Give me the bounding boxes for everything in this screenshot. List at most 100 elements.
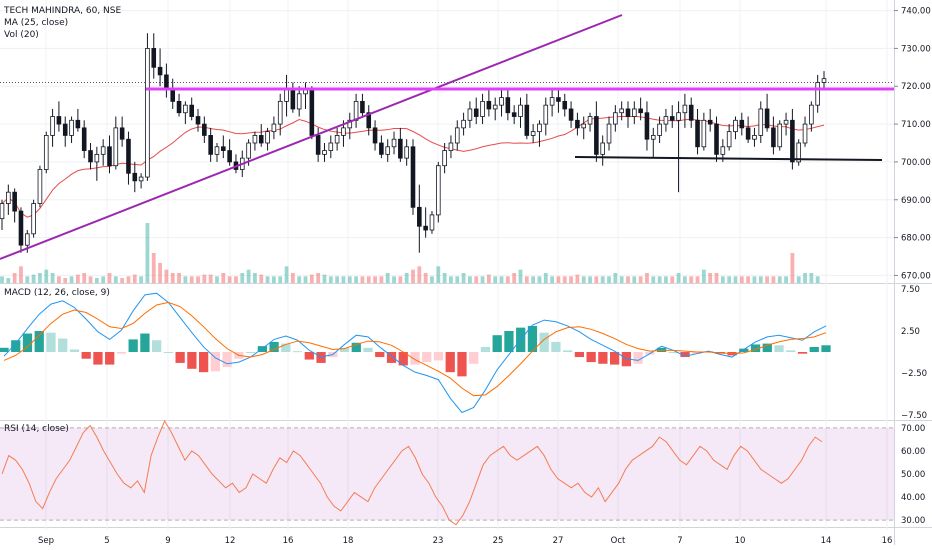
candle-body	[549, 97, 555, 106]
volume-bar	[468, 276, 472, 283]
candle-body	[119, 127, 125, 140]
volume-bar	[461, 273, 466, 283]
candle-body	[107, 146, 112, 167]
volume-bar	[88, 276, 93, 283]
volume-bar	[385, 273, 390, 283]
volume-bar	[215, 276, 219, 283]
chart-title: TECH MAHINDRA, 60, NSE	[3, 6, 121, 16]
volume-bar	[6, 278, 11, 283]
macd-histogram-bar	[527, 325, 538, 352]
candle-body	[252, 135, 258, 144]
volume-bar	[771, 276, 776, 283]
volume-bar	[392, 276, 396, 283]
volume-bar	[714, 273, 719, 283]
candle-body	[303, 89, 308, 95]
volume-bar	[309, 274, 314, 283]
price-tick-label: 720.00	[901, 82, 931, 92]
candle-body	[62, 123, 68, 136]
candle-body	[429, 214, 435, 231]
volume-bar	[543, 273, 548, 283]
macd-histogram-bar	[680, 352, 690, 358]
volume-bar	[613, 273, 618, 283]
macd-histogram-bar	[797, 352, 808, 354]
candle-body	[777, 123, 783, 148]
candle-body	[575, 119, 580, 129]
volume-bar	[474, 276, 479, 283]
volume-bar	[404, 273, 409, 283]
candle-body	[176, 100, 182, 114]
volume-bar	[398, 276, 403, 283]
candle-body	[600, 142, 605, 155]
volume-bar	[278, 276, 283, 283]
x-tick-label: 27	[553, 536, 564, 546]
volume-bar	[569, 276, 573, 283]
volume-bar	[423, 273, 428, 283]
candle-body	[113, 127, 119, 167]
macd-histogram-bar	[786, 350, 796, 352]
candle-body	[277, 100, 283, 125]
volume-bar	[708, 273, 713, 283]
volume-bar	[158, 263, 162, 283]
volume-bar	[303, 276, 308, 283]
candle-body	[151, 48, 157, 68]
macd-histogram-bar	[269, 341, 279, 352]
candle-body	[6, 191, 11, 204]
volume-bar	[227, 276, 232, 283]
candle-body	[745, 127, 751, 140]
volume-bar	[297, 276, 302, 283]
candle-body	[815, 82, 820, 106]
volume-bar	[284, 266, 289, 283]
macd-histogram-bar	[445, 352, 455, 373]
macd-line	[3, 292, 827, 414]
volume-bar	[733, 276, 738, 283]
macd-histogram-bar	[480, 346, 491, 352]
macd-histogram-bar	[281, 343, 291, 352]
volume-bar	[341, 276, 346, 283]
candle-body	[126, 138, 131, 174]
trendline-drawings	[0, 14, 894, 260]
candle-body	[473, 108, 479, 117]
volume-bar	[259, 274, 264, 283]
candle-body	[31, 203, 36, 235]
rsi-tick-label: 60.00	[901, 447, 925, 457]
volume-bar	[366, 276, 371, 283]
volume-bar	[208, 274, 213, 283]
macd-tick-label: −2.50	[901, 369, 927, 379]
macd-histogram-bar	[739, 348, 749, 352]
candle-body	[442, 150, 447, 167]
volume-bar	[632, 276, 637, 283]
volume-bar	[126, 276, 131, 283]
candle-body	[366, 112, 372, 129]
volume-bar	[524, 276, 529, 283]
volume-bar	[499, 276, 504, 283]
macd-histogram-bar	[821, 345, 831, 352]
volume-bar	[347, 276, 352, 283]
macd-panel	[0, 292, 831, 414]
candle-body	[24, 233, 30, 246]
candle-body	[688, 104, 694, 121]
volume-bar	[600, 276, 605, 283]
volume-bar	[75, 274, 80, 283]
candle-body	[682, 104, 688, 114]
volume-bar	[196, 276, 200, 283]
candle-body	[100, 146, 106, 155]
volume-bar	[265, 276, 270, 283]
volume-bar	[480, 276, 485, 283]
volume-bar	[373, 276, 377, 283]
volume-bar	[531, 276, 536, 283]
candle-body	[695, 119, 700, 148]
volume-bar	[57, 276, 61, 283]
candle-body	[676, 112, 681, 121]
candle-body	[189, 104, 194, 117]
volume-bar	[189, 276, 194, 283]
volume-bar	[101, 276, 106, 283]
candle-body	[771, 127, 776, 148]
volume-bar	[202, 274, 207, 283]
candle-body	[145, 48, 150, 178]
volume-bar	[493, 276, 498, 283]
volume-bar	[38, 273, 42, 283]
volume-bar	[25, 276, 30, 283]
macd-histogram-bar	[163, 352, 174, 353]
macd-histogram-bar	[809, 346, 819, 352]
candle-body	[0, 203, 5, 220]
